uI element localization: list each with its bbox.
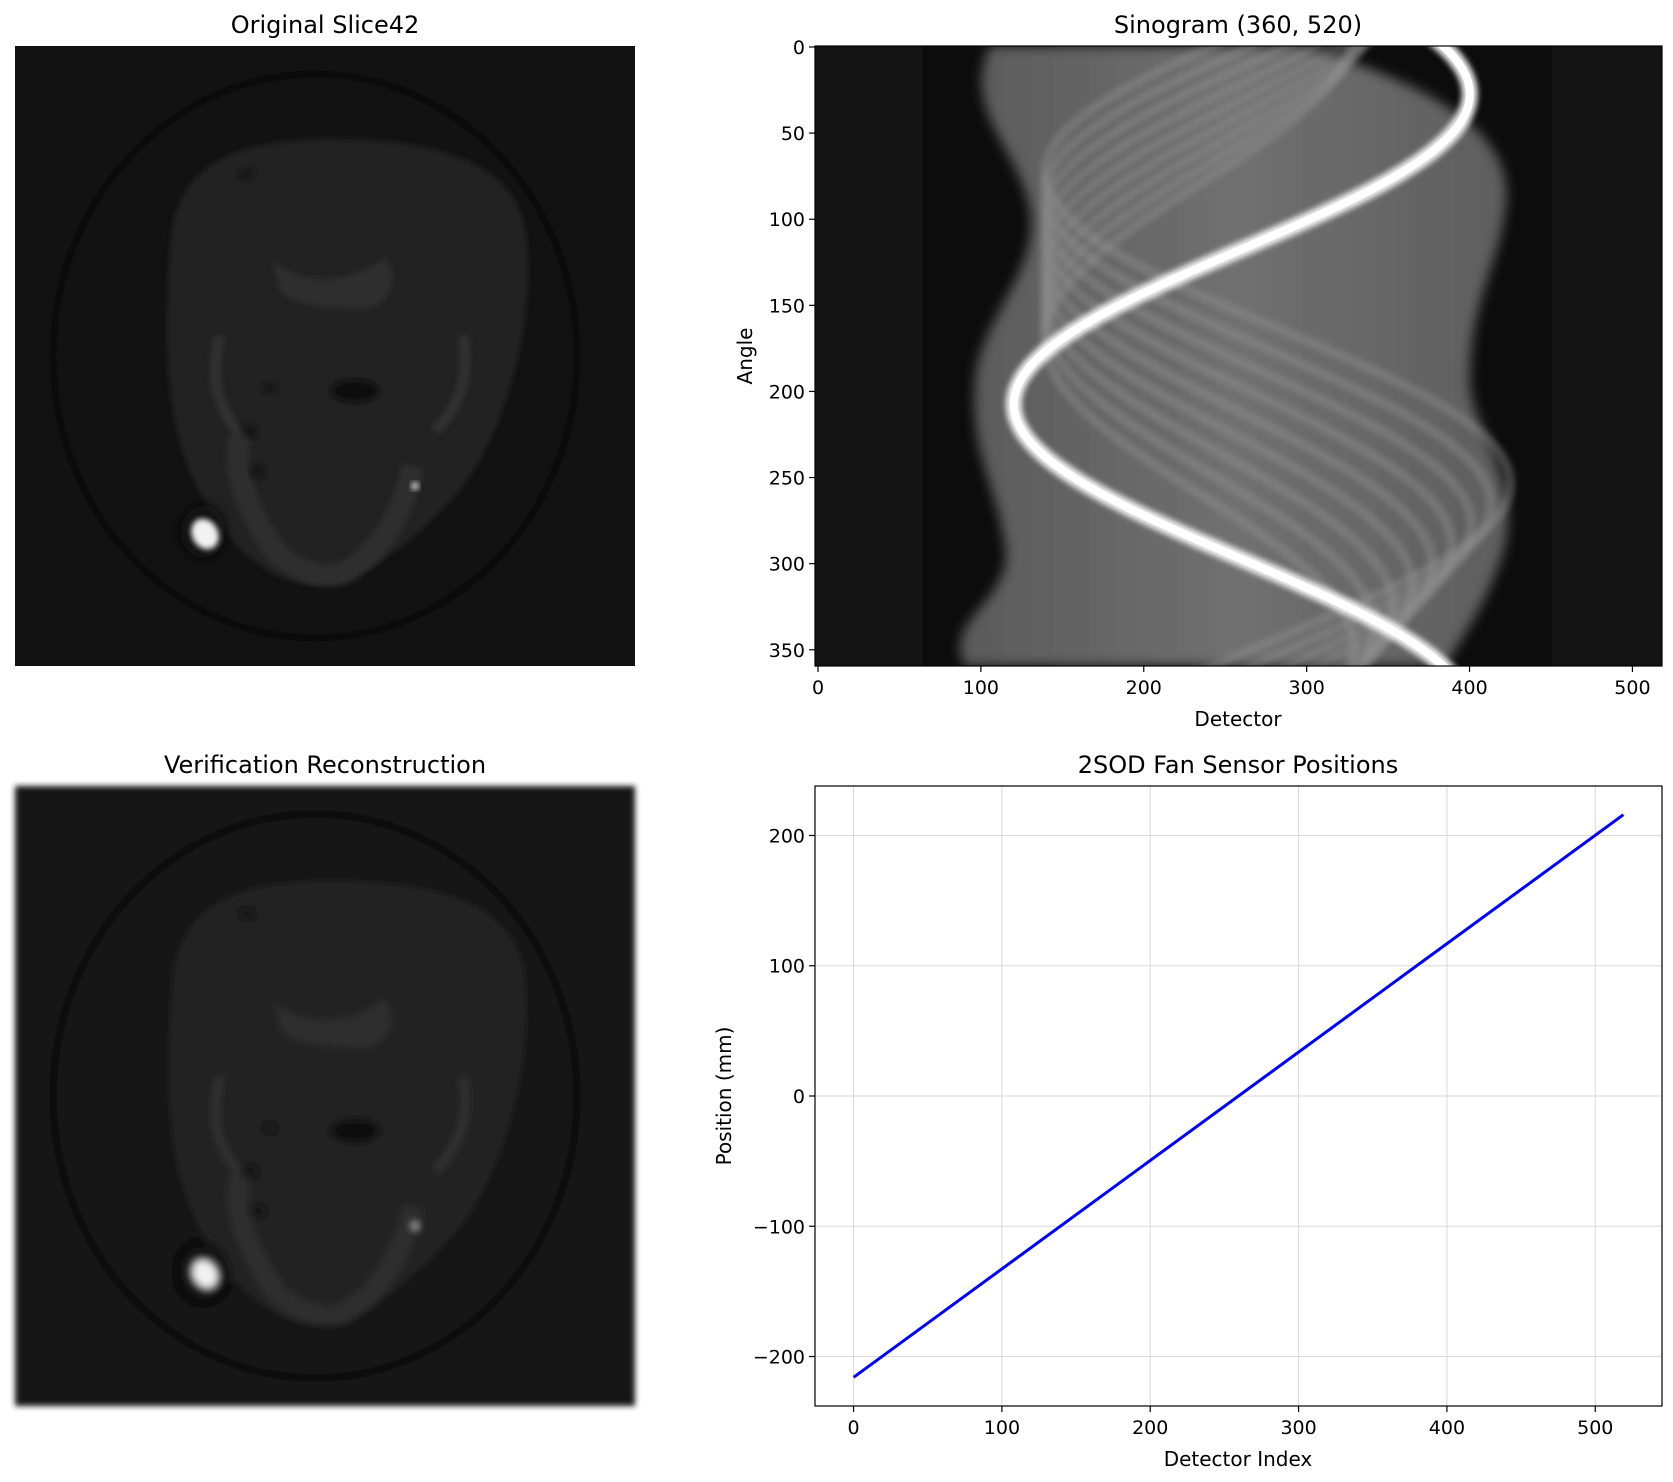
sensor-x-axis-label: Detector Index: [1164, 1447, 1313, 1471]
sinogram-x-tick-label: 400: [1451, 677, 1487, 699]
sinogram-trace: [1039, 46, 1497, 666]
sinogram-frame: [814, 45, 1663, 667]
original-slice-image: [15, 46, 635, 666]
sensor-x-tick-label: 400: [1429, 1417, 1465, 1439]
sinogram-y-tick-label: 50: [781, 123, 805, 145]
sinogram-y-axis-label: Angle: [733, 328, 757, 385]
sinogram-y-tick-label: 200: [769, 381, 805, 403]
original-slice-title: Original Slice42: [231, 11, 420, 39]
sinogram-x-ticks: 0 100 200 300 400 500: [812, 666, 1651, 699]
sinogram-x-tick-label: 500: [1614, 677, 1650, 699]
panel-sensor-positions: 2SOD Fan Sensor Positions 0 100 200 300 400 5…: [712, 751, 1663, 1471]
sinogram-y-tick-label: 300: [769, 554, 805, 576]
sinogram-trace: [1039, 46, 1516, 666]
sensor-y-tick-label: 200: [769, 825, 805, 847]
sensor-y-tick-label: 0: [793, 1086, 805, 1108]
sinogram-trace: [1039, 46, 1418, 666]
sensor-x-tick-label: 0: [848, 1417, 860, 1439]
panel-verification-reconstruction: Verification Reconstruction: [15, 751, 635, 1406]
sinogram-trace: [1039, 46, 1379, 666]
sensor-position-line: [852, 813, 1625, 1379]
sinogram-image: [815, 46, 1662, 666]
reconstruction-title: Verification Reconstruction: [164, 751, 486, 779]
sensor-x-tick-label: 500: [1577, 1417, 1613, 1439]
sinogram-trace: [1009, 46, 1474, 666]
sensor-x-tick-label: 100: [984, 1417, 1020, 1439]
sinogram-x-tick-label: 300: [1289, 677, 1325, 699]
sensor-x-tick-label: 200: [1132, 1417, 1168, 1439]
sensor-y-tick-label: 100: [769, 956, 805, 978]
sensor-y-tick-label: −100: [753, 1216, 805, 1238]
sinogram-title: Sinogram (360, 520): [1114, 11, 1362, 39]
sinogram-y-tick-label: 250: [769, 468, 805, 490]
sensor-x-tick-label: 300: [1280, 1417, 1316, 1439]
sensor-title: 2SOD Fan Sensor Positions: [1078, 751, 1399, 779]
panel-sinogram: Sinogram (360, 520) 0 100 200 300 400 500 0 50…: [733, 11, 1663, 731]
sensor-y-axis-label: Position (mm): [712, 1027, 736, 1166]
sinogram-y-tick-label: 150: [769, 295, 805, 317]
sensor-y-ticks: −200 −100 0 100 200: [753, 825, 815, 1369]
sensor-y-tick-label: −200: [753, 1347, 805, 1369]
sinogram-x-tick-label: 0: [812, 677, 824, 699]
sinogram-x-tick-label: 100: [963, 677, 999, 699]
sinogram-y-tick-label: 0: [793, 37, 805, 59]
sinogram-y-tick-label: 350: [769, 640, 805, 662]
sinogram-y-ticks: 0 50 100 150 200 250 300 350: [769, 37, 815, 662]
sinogram-x-axis-label: Detector: [1194, 707, 1282, 731]
panel-original-slice: Original Slice42: [15, 11, 635, 666]
sinogram-y-tick-label: 100: [769, 209, 805, 231]
sinogram-trace: [1039, 46, 1399, 666]
sensor-x-ticks: 0 100 200 300 400 500: [848, 1406, 1613, 1439]
reconstruction-image: [15, 786, 635, 1406]
sinogram-x-tick-label: 200: [1126, 677, 1162, 699]
